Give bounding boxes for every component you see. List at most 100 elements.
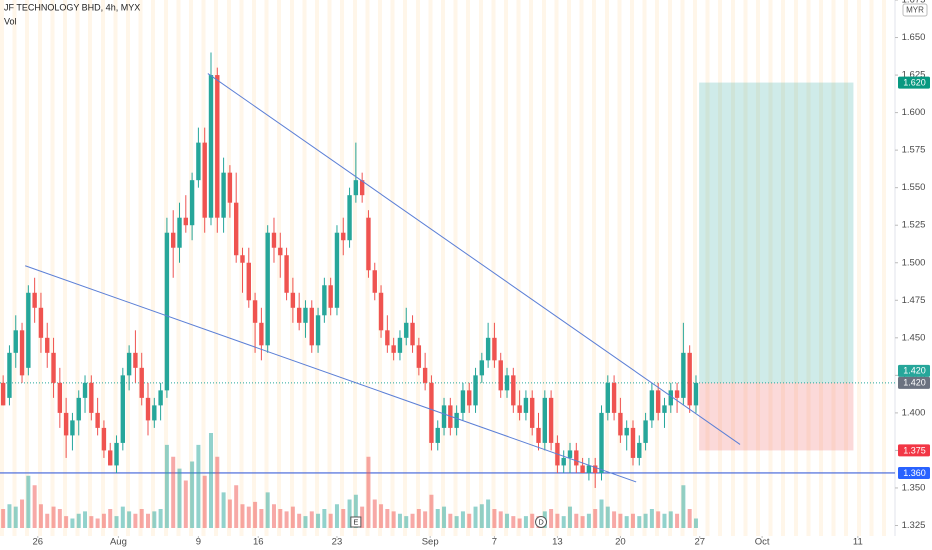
- volume-bar: [404, 516, 409, 528]
- level-label-box: [898, 466, 930, 479]
- volume-bar: [460, 511, 465, 528]
- candle-body: [13, 330, 18, 353]
- volume-bar: [227, 499, 232, 528]
- candle-body: [372, 270, 377, 293]
- volume-bar: [530, 513, 535, 528]
- event-badge: [535, 516, 548, 528]
- x-tick-label: 23: [332, 537, 343, 548]
- candle-body: [164, 232, 170, 391]
- candle-body: [278, 247, 283, 256]
- volume-bar: [347, 499, 352, 528]
- candle-body: [530, 397, 535, 428]
- volume-bar: [284, 511, 289, 528]
- candle-body: [158, 390, 163, 406]
- candle-body: [26, 292, 31, 368]
- candle-body: [101, 427, 107, 451]
- volume-bar: [202, 475, 207, 528]
- volume-bar: [57, 509, 62, 528]
- y-tick-label: 1.400: [902, 407, 926, 418]
- volume-bar: [309, 511, 314, 528]
- last-price-label: 1.420: [903, 378, 926, 388]
- candle-body: [630, 427, 636, 458]
- entry-label-box: [898, 364, 930, 377]
- candle-body: [259, 322, 264, 346]
- candle-body: [548, 397, 554, 443]
- candle-body: [410, 322, 415, 346]
- event-badge: [350, 516, 362, 528]
- volume-bar: [630, 513, 635, 528]
- volume-bar: [555, 513, 560, 528]
- trendline: [207, 73, 741, 445]
- candle-body: [561, 457, 566, 466]
- candle-body: [208, 75, 214, 218]
- candle-body: [265, 232, 270, 346]
- volume-bar: [643, 513, 648, 528]
- candle-body: [473, 375, 478, 406]
- candle-body: [271, 232, 277, 248]
- volume-bar: [391, 511, 396, 528]
- volume-bar: [303, 516, 308, 528]
- session-background: [0, 0, 895, 536]
- candle-body: [196, 142, 201, 181]
- volume-bar: [234, 485, 239, 528]
- volume-bar: [32, 485, 37, 528]
- volume-bar: [410, 513, 415, 528]
- candle-body: [252, 300, 258, 323]
- volume-bar: [511, 516, 516, 528]
- candle-body: [290, 292, 296, 308]
- volume-bar: [139, 509, 144, 528]
- x-tick-label: 20: [615, 537, 626, 548]
- y-tick-label: 1.325: [902, 520, 926, 531]
- candle-body: [668, 390, 673, 406]
- volume-bar: [397, 513, 402, 528]
- volume-bar: [64, 516, 69, 528]
- candle-body: [498, 360, 503, 391]
- volume-bar: [76, 513, 81, 528]
- volume-bar: [693, 518, 698, 528]
- volume-bar: [448, 513, 453, 528]
- candle-body: [580, 465, 585, 473]
- volume-bar: [253, 501, 258, 528]
- candle-body: [309, 307, 314, 346]
- candle-body: [586, 465, 592, 473]
- volume-bar: [51, 506, 56, 528]
- volume-bar: [152, 511, 157, 528]
- volume-bar: [164, 444, 169, 528]
- candle-body: [359, 180, 365, 196]
- candle-body: [485, 337, 491, 361]
- event-label: D: [538, 517, 544, 526]
- volume-bar: [687, 509, 692, 528]
- candle-body: [347, 195, 352, 241]
- candle-body: [51, 352, 56, 383]
- candle-body: [38, 307, 44, 338]
- candle-body: [63, 412, 69, 436]
- x-tick-label: 13: [552, 537, 563, 548]
- volume-bar: [618, 513, 623, 528]
- y-tick-label: 1.450: [902, 332, 926, 343]
- candle-body: [126, 352, 132, 376]
- candle-body: [45, 337, 50, 353]
- volume-bar: [416, 509, 421, 528]
- volume-bar: [101, 513, 106, 528]
- candle-body: [240, 255, 245, 263]
- candle-body: [89, 382, 94, 413]
- volume-bar: [517, 518, 522, 528]
- volume-bar: [26, 475, 31, 528]
- volume-bar: [20, 499, 25, 528]
- volume-bar: [473, 506, 478, 528]
- candle-body: [296, 307, 302, 323]
- candle-body: [618, 412, 623, 436]
- volume-bar: [467, 513, 472, 528]
- volume-bar: [83, 511, 88, 528]
- candle-body: [391, 345, 396, 353]
- volume-bar: [662, 513, 667, 528]
- candle-body: [523, 397, 529, 413]
- candle-body: [479, 360, 485, 376]
- volume-bar: [561, 516, 566, 528]
- volume-bar: [221, 492, 226, 528]
- level-label: 1.360: [903, 468, 926, 478]
- y-tick-label: 1.625: [902, 70, 926, 81]
- volume-bar: [505, 513, 510, 528]
- candle-body: [139, 367, 144, 398]
- candle-body: [416, 345, 422, 368]
